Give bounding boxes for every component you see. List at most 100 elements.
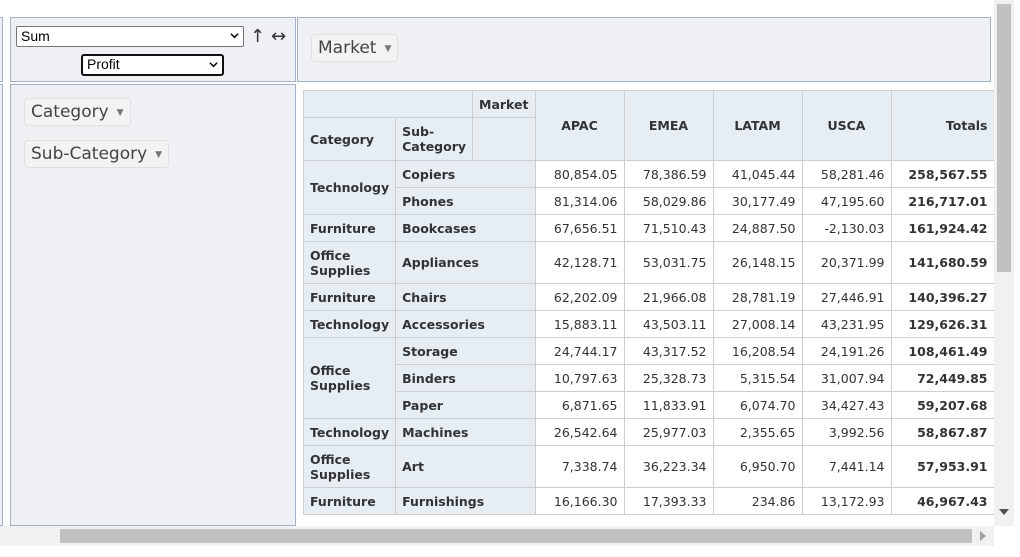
row-label-sub-category: Paper (395, 391, 536, 419)
dropdown-triangle-icon[interactable]: ▼ (384, 44, 392, 54)
value-cell[interactable]: 5,315.54 (712, 364, 803, 392)
row-total-cell[interactable]: 108,461.49 (890, 337, 995, 365)
value-cell[interactable]: 25,328.73 (623, 364, 714, 392)
row-label-sub-category: Bookcases (395, 214, 536, 242)
row-total-cell[interactable]: 140,396.27 (890, 283, 995, 311)
horizontal-scrollbar-thumb[interactable] (60, 529, 972, 543)
value-cell[interactable]: 27,008.14 (712, 310, 803, 338)
value-cell[interactable]: 11,833.91 (623, 391, 714, 419)
value-cell[interactable]: 16,208.54 (712, 337, 803, 365)
value-cell[interactable]: 13,172.93 (801, 487, 892, 515)
value-cell[interactable]: 31,007.94 (801, 364, 892, 392)
value-cell[interactable]: 2,355.65 (712, 418, 803, 446)
value-cell[interactable]: 7,338.74 (534, 445, 625, 488)
swap-axes-button[interactable]: ↔ (271, 26, 287, 47)
row-total-cell[interactable]: 141,680.59 (890, 241, 995, 284)
col-header-usca[interactable]: USCA (801, 90, 892, 161)
row-label-sub-category: Copiers (395, 160, 536, 188)
value-cell[interactable]: 71,510.43 (623, 214, 714, 242)
col-header-apac[interactable]: APAC (534, 90, 625, 161)
value-cell[interactable]: 20,371.99 (801, 241, 892, 284)
value-cell[interactable]: 43,317.52 (623, 337, 714, 365)
value-cell[interactable]: 234.86 (712, 487, 803, 515)
value-field-select[interactable]: Profit (81, 54, 224, 76)
scroll-down-arrow-icon[interactable] (999, 509, 1009, 515)
row-total-cell[interactable]: 59,207.68 (890, 391, 995, 419)
value-cell[interactable]: 6,074.70 (712, 391, 803, 419)
value-cell[interactable]: 17,393.33 (623, 487, 714, 515)
row-attr-header-category: Category (302, 117, 397, 161)
value-cell[interactable]: 6,871.65 (534, 391, 625, 419)
value-cell[interactable]: 10,797.63 (534, 364, 625, 392)
value-cell[interactable]: 21,966.08 (623, 283, 714, 311)
value-cell[interactable]: 42,128.71 (534, 241, 625, 284)
row-total-cell[interactable]: 72,449.85 (890, 364, 995, 392)
col-header-emea[interactable]: EMEA (623, 90, 714, 161)
value-cell[interactable]: 3,992.56 (801, 418, 892, 446)
value-cell[interactable]: 24,887.50 (712, 214, 803, 242)
row-total-cell[interactable]: 161,924.42 (890, 214, 995, 242)
value-cell[interactable]: 15,883.11 (534, 310, 625, 338)
row-total-cell[interactable]: 58,867.87 (890, 418, 995, 446)
row-field-sub-category[interactable]: Sub-Category ▼ (24, 140, 170, 168)
value-cell[interactable]: 81,314.06 (534, 187, 625, 215)
value-cell[interactable]: 47,195.60 (801, 187, 892, 215)
value-cell[interactable]: 16,166.30 (534, 487, 625, 515)
corner-cell (302, 90, 474, 118)
value-cell[interactable]: 34,427.43 (801, 391, 892, 419)
table-row: Furniture Bookcases 67,656.51 71,510.43 24,8… (302, 214, 995, 242)
value-cell[interactable]: 30,177.49 (712, 187, 803, 215)
value-cell[interactable]: 43,503.11 (623, 310, 714, 338)
scroll-right-arrow-icon[interactable] (980, 531, 986, 541)
value-cell[interactable]: 62,202.09 (534, 283, 625, 311)
vertical-scrollbar-thumb[interactable] (997, 4, 1011, 272)
value-cell[interactable]: 26,542.64 (534, 418, 625, 446)
value-cell[interactable]: 36,223.34 (623, 445, 714, 488)
row-label-sub-category: Storage (395, 337, 536, 365)
row-total-cell[interactable]: 129,626.31 (890, 310, 995, 338)
sort-order-button[interactable]: ↑ (250, 26, 266, 47)
value-cell[interactable]: 58,281.46 (801, 160, 892, 188)
row-total-cell[interactable]: 216,717.01 (890, 187, 995, 215)
left-stub-top (0, 17, 3, 82)
value-cell[interactable]: 26,148.15 (712, 241, 803, 284)
value-cell[interactable]: 53,031.75 (623, 241, 714, 284)
table-row: Furniture Chairs 62,202.09 21,966.08 28,781.… (302, 283, 995, 311)
chevron-down-icon (230, 33, 239, 39)
table-row: Office Supplies Appliances 42,128.71 53,031… (302, 241, 995, 284)
value-cell[interactable]: 25,977.03 (623, 418, 714, 446)
col-field-market[interactable]: Market ▼ (311, 34, 399, 62)
value-cell[interactable]: 27,446.91 (801, 283, 892, 311)
chevron-down-icon (209, 62, 218, 68)
dropdown-triangle-icon[interactable]: ▼ (155, 150, 163, 160)
col-header-totals[interactable]: Totals (890, 90, 995, 161)
row-label-sub-category: Furnishings (395, 487, 536, 515)
row-total-cell[interactable]: 57,953.91 (890, 445, 995, 488)
value-cell[interactable]: 28,781.19 (712, 283, 803, 311)
row-label-category: Furniture (302, 283, 397, 311)
value-field-select-value: Profit (87, 56, 120, 72)
value-cell[interactable]: 67,656.51 (534, 214, 625, 242)
value-cell[interactable]: 78,386.59 (623, 160, 714, 188)
value-cell[interactable]: 7,441.14 (801, 445, 892, 488)
row-label-category: Office Supplies (302, 445, 397, 488)
table-row: Office Supplies Storage 24,744.17 43,317.52… (302, 337, 995, 419)
dropdown-triangle-icon[interactable]: ▼ (116, 108, 124, 118)
value-cell[interactable]: 41,045.44 (712, 160, 803, 188)
row-label-sub-category: Binders (395, 364, 536, 392)
value-cell[interactable]: 6,950.70 (712, 445, 803, 488)
value-cell[interactable]: 43,231.95 (801, 310, 892, 338)
col-header-latam[interactable]: LATAM (712, 90, 803, 161)
table-row: Phones 81,314.06 58,029.86 30,177.49 47,195.… (304, 187, 995, 215)
row-total-cell[interactable]: 258,567.55 (890, 160, 995, 188)
value-cell[interactable]: 58,029.86 (623, 187, 714, 215)
value-cell[interactable]: 24,744.17 (534, 337, 625, 365)
aggregator-select[interactable]: Sum (16, 26, 244, 47)
value-cell[interactable]: 24,191.26 (801, 337, 892, 365)
row-field-label: Category (31, 102, 109, 122)
col-field-label: Market (318, 38, 377, 58)
value-cell[interactable]: -2,130.03 (801, 214, 892, 242)
value-cell[interactable]: 80,854.05 (534, 160, 625, 188)
row-total-cell[interactable]: 46,967.43 (890, 487, 995, 515)
row-field-category[interactable]: Category ▼ (24, 98, 131, 126)
